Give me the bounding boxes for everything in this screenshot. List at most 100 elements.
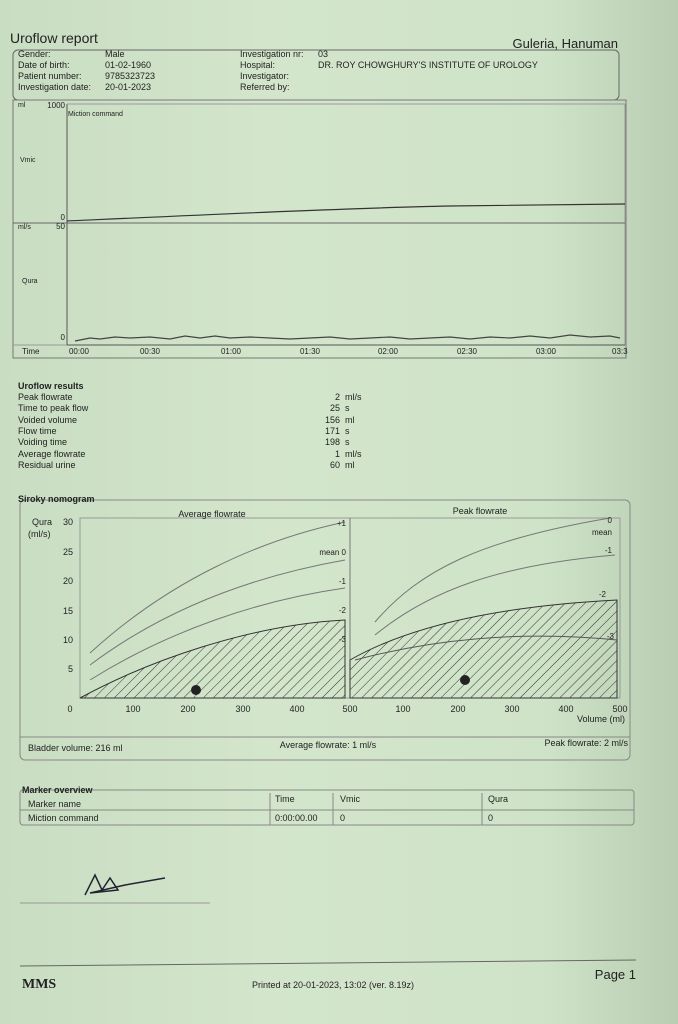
x-tick-label: 100: [125, 704, 141, 714]
result-label: Voiding time: [18, 437, 68, 448]
marker-table: [19, 789, 635, 826]
x-tick-label: 0: [67, 704, 73, 714]
table-cell: 0: [340, 813, 346, 823]
result-unit: s: [345, 437, 350, 448]
axis-label: Qura: [22, 278, 38, 285]
axis-tick-label: 0: [60, 213, 65, 222]
result-value: 2: [334, 392, 340, 402]
nomogram-curve: [89, 521, 346, 654]
result-label: Time to peak flow: [18, 403, 89, 414]
footer-line: [19, 959, 637, 967]
time-tick-label: 02:30: [456, 347, 478, 356]
panel-title: Average flowrate: [178, 509, 246, 519]
curve-label: -1: [604, 546, 612, 555]
info-label: Referred by:: [240, 82, 290, 92]
result-unit: ml/s: [345, 448, 362, 459]
time-tick-label: 00:00: [68, 347, 90, 356]
table-header: Marker name: [28, 799, 82, 809]
result-label: Residual urine: [18, 459, 76, 470]
page-number: Page 1: [594, 967, 636, 982]
info-value: 20-01-2023: [105, 82, 152, 92]
curve-label: mean: [591, 528, 612, 537]
trace-box: [12, 99, 627, 359]
x-tick-label: 500: [342, 704, 358, 714]
result-unit: ml/s: [345, 392, 362, 402]
axis-unit: ml/s: [18, 224, 31, 231]
result-label: Flow time: [18, 425, 57, 436]
nomogram-footer: Average flowrate: 1 ml/s: [279, 740, 377, 750]
logo: MMS: [22, 977, 57, 992]
time-tick-label: 03:00: [535, 347, 557, 356]
panel-title: Peak flowrate: [452, 506, 508, 516]
time-tick-label: 01:00: [220, 347, 242, 356]
axis-unit: ml: [18, 102, 26, 109]
table-header: Vmic: [340, 794, 360, 804]
printed-note: Printed at 20-01-2023, 13:02 (ver. 8.19z…: [251, 980, 415, 990]
info-label: Gender:: [18, 49, 51, 59]
time-tick-label: 03:3: [612, 347, 628, 356]
result-unit: s: [345, 403, 350, 414]
y-tick-label: 25: [62, 547, 73, 557]
info-value: DR. ROY CHOWGHURY'S INSTITUTE OF UROLOGY: [318, 60, 538, 70]
info-value: Male: [105, 49, 125, 59]
table-cell: Miction command: [28, 813, 99, 823]
x-tick-label: 400: [558, 704, 574, 714]
result-label: Peak flowrate: [18, 392, 73, 402]
info-value: 03: [318, 49, 329, 59]
axis-label: Time: [22, 347, 40, 356]
nomogram-box: [19, 499, 631, 761]
table-header: Qura: [488, 794, 509, 804]
y-tick-label: 20: [62, 576, 73, 586]
result-unit: s: [345, 425, 350, 436]
qura-curve: [74, 334, 621, 342]
nomogram-footer: Bladder volume: 216 ml: [28, 743, 123, 753]
hatched-region: [349, 599, 618, 699]
vmic-curve: [66, 203, 626, 222]
info-label: Hospital:: [240, 60, 276, 70]
result-unit: ml: [345, 414, 355, 425]
result-value: 1: [334, 448, 340, 459]
table-header: Time: [275, 794, 295, 804]
x-tick-label: 100: [395, 704, 411, 714]
x-tick-label: 200: [180, 704, 196, 714]
info-label: Investigation date:: [18, 82, 92, 92]
curve-label: -3: [338, 635, 346, 644]
axis-label: Volume (ml): [576, 714, 625, 724]
axis-tick-label: 0: [60, 333, 65, 342]
report-title: Uroflow report: [10, 30, 98, 46]
info-label: Investigator:: [240, 71, 290, 81]
info-label: Patient number:: [18, 71, 82, 81]
table-cell: 0:00:00.00: [275, 813, 318, 823]
hatched-region: [79, 619, 346, 699]
axis-label: Vmic: [20, 157, 36, 164]
patient-box: [12, 49, 620, 101]
result-value: 25: [329, 403, 340, 414]
curve-label: -1: [338, 577, 346, 586]
nomogram-curve: [89, 559, 346, 666]
nomogram-footer: Peak flowrate: 2 ml/s: [544, 738, 628, 748]
result-value: 198: [324, 437, 340, 448]
section-title: Siroky nomogram: [18, 494, 95, 504]
signature: [84, 873, 166, 896]
section-title: Marker overview: [22, 785, 93, 795]
y-tick-label: 30: [62, 517, 73, 527]
curve-label: +1: [336, 519, 346, 528]
x-tick-label: 400: [289, 704, 305, 714]
x-tick-label: 300: [504, 704, 520, 714]
info-label: Date of birth:: [18, 60, 70, 70]
time-tick-label: 00:30: [139, 347, 161, 356]
axis-tick-label: 50: [56, 222, 65, 231]
time-tick-label: 02:00: [377, 347, 399, 356]
x-tick-label: 500: [612, 704, 628, 714]
x-tick-label: 200: [450, 704, 466, 714]
curve-label: -2: [598, 590, 606, 599]
nomogram-curve: [354, 635, 618, 661]
curve-label: -2: [338, 606, 346, 615]
result-unit: ml: [345, 459, 355, 470]
axis-tick-label: 1000: [47, 101, 65, 110]
section-title: Uroflow results: [18, 381, 84, 391]
info-label: Investigation nr:: [240, 49, 304, 59]
table-cell: 0: [488, 813, 494, 823]
